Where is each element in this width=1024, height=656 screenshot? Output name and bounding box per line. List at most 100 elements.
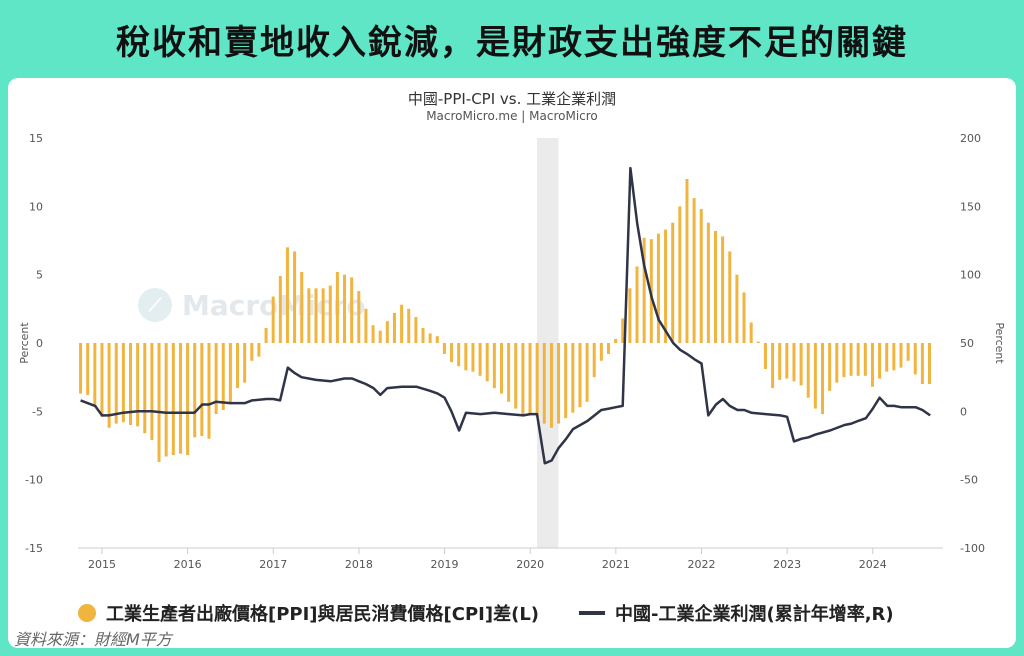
- ppi-cpi-bar: [821, 343, 825, 415]
- ppi-cpi-bar: [371, 325, 375, 343]
- ppi-cpi-bar: [656, 233, 660, 343]
- ppi-cpi-bar: [906, 343, 910, 361]
- left-tick-label: 5: [36, 269, 43, 282]
- ppi-cpi-bar: [385, 321, 389, 343]
- ppi-cpi-bar: [535, 343, 539, 417]
- ppi-cpi-bar: [335, 271, 339, 343]
- ppi-cpi-bar: [264, 327, 268, 343]
- ppi-cpi-bar: [121, 343, 125, 423]
- ppi-cpi-bar: [549, 343, 553, 428]
- ppi-cpi-bar: [271, 296, 275, 343]
- left-tick-label: -15: [25, 542, 43, 555]
- ppi-cpi-bar: [863, 343, 867, 376]
- legend: 工業生產者出廠價格[PPI]與居民消費價格[CPI]差(L) 中國-工業企業利潤…: [78, 598, 978, 628]
- ppi-cpi-bar: [714, 230, 718, 343]
- right-tick-label: 50: [960, 337, 974, 350]
- ppi-cpi-bar: [300, 271, 304, 343]
- ppi-cpi-bar: [585, 343, 589, 402]
- legend-item-line[interactable]: 中國-工業企業利潤(累計年增率,R): [579, 600, 894, 626]
- ppi-cpi-bar: [164, 343, 168, 457]
- ppi-cpi-bar: [457, 343, 461, 367]
- ppi-cpi-bar: [129, 343, 133, 425]
- ppi-cpi-bar: [421, 327, 425, 343]
- ppi-cpi-bar: [564, 343, 568, 419]
- banner-title: 稅收和賣地收入銳減，是財政支出強度不足的關鍵: [116, 22, 908, 63]
- left-tick-label: 10: [29, 200, 43, 213]
- x-tick-label: 2015: [88, 558, 116, 571]
- ppi-cpi-bar: [671, 222, 675, 343]
- ppi-cpi-bar: [485, 343, 489, 382]
- ppi-cpi-bar: [442, 343, 446, 354]
- source-note: 資料來源：財經M平方: [14, 630, 172, 649]
- ppi-cpi-bar: [307, 288, 311, 343]
- ppi-cpi-bar: [150, 343, 154, 441]
- ppi-cpi-bar: [756, 341, 760, 343]
- ppi-cpi-bar: [835, 343, 839, 383]
- ppi-cpi-bar: [492, 343, 496, 389]
- legend-line-label: 中國-工業企業利潤(累計年增率,R): [615, 604, 894, 625]
- ppi-cpi-bar: [692, 198, 696, 343]
- left-tick-label: 0: [36, 337, 43, 350]
- left-tick-label: 15: [29, 132, 43, 145]
- ppi-cpi-bar: [285, 247, 289, 343]
- ppi-cpi-bar: [450, 343, 454, 363]
- ppi-cpi-bar: [143, 343, 147, 434]
- ppi-cpi-bar: [778, 343, 782, 380]
- ppi-cpi-bar: [642, 237, 646, 343]
- ppi-cpi-bar: [685, 179, 689, 343]
- ppi-cpi-bar: [93, 343, 97, 406]
- profit-line: [80, 166, 931, 465]
- ppi-cpi-bar: [214, 343, 218, 415]
- chart-svg: 151050-5-10-15200150100500-50-100Percent…: [18, 132, 1006, 571]
- ppi-cpi-bar: [885, 343, 889, 372]
- x-tick-label: 2024: [859, 558, 887, 571]
- ppi-cpi-bar: [364, 308, 368, 343]
- legend-item-bar[interactable]: 工業生產者出廠價格[PPI]與居民消費價格[CPI]差(L): [78, 600, 539, 626]
- ppi-cpi-bar: [785, 343, 789, 379]
- ppi-cpi-bar: [136, 343, 140, 427]
- ppi-cpi-bar: [557, 343, 561, 424]
- ppi-cpi-bar: [742, 292, 746, 343]
- ppi-cpi-bar: [392, 312, 396, 343]
- watermark-logo-icon: ⟋: [138, 288, 172, 322]
- ppi-cpi-bar: [899, 343, 903, 368]
- ppi-cpi-bar: [314, 288, 318, 343]
- ppi-cpi-bar: [171, 343, 175, 456]
- x-tick-label: 2022: [687, 558, 715, 571]
- x-tick-label: 2019: [431, 558, 459, 571]
- ppi-cpi-bar: [528, 343, 532, 416]
- x-tick-label: 2021: [602, 558, 630, 571]
- left-tick-label: -10: [25, 474, 43, 487]
- ppi-cpi-bar: [157, 343, 161, 462]
- ppi-cpi-bar: [100, 343, 104, 417]
- right-tick-label: 200: [960, 132, 981, 145]
- ppi-cpi-bar: [328, 285, 332, 343]
- ppi-cpi-bar: [321, 288, 325, 343]
- ppi-cpi-bar: [592, 343, 596, 378]
- ppi-cpi-bar: [478, 343, 482, 376]
- ppi-cpi-bar: [699, 209, 703, 343]
- ppi-cpi-bar: [735, 274, 739, 343]
- ppi-cpi-bar: [678, 206, 682, 343]
- ppi-cpi-bar: [578, 343, 582, 408]
- ppi-cpi-bar: [928, 343, 932, 384]
- ppi-cpi-bar: [186, 343, 190, 456]
- ppi-cpi-bar: [628, 288, 632, 343]
- right-tick-label: 150: [960, 200, 981, 213]
- ppi-cpi-bar: [114, 343, 118, 424]
- ppi-cpi-bar: [378, 330, 382, 343]
- ppi-cpi-bar: [635, 266, 639, 343]
- right-tick-label: -50: [960, 474, 978, 487]
- x-tick-label: 2023: [773, 558, 801, 571]
- ppi-cpi-bar: [521, 343, 525, 416]
- ppi-cpi-bar: [357, 291, 361, 343]
- ppi-cpi-bar: [400, 304, 404, 343]
- x-tick-label: 2017: [259, 558, 287, 571]
- ppi-cpi-bar: [749, 322, 753, 343]
- ppi-cpi-bar: [856, 343, 860, 376]
- ppi-cpi-bar: [178, 343, 182, 454]
- ppi-cpi-bar: [343, 274, 347, 343]
- ppi-cpi-bar: [86, 343, 90, 395]
- ppi-cpi-bar: [221, 343, 225, 410]
- ppi-cpi-bar: [721, 236, 725, 343]
